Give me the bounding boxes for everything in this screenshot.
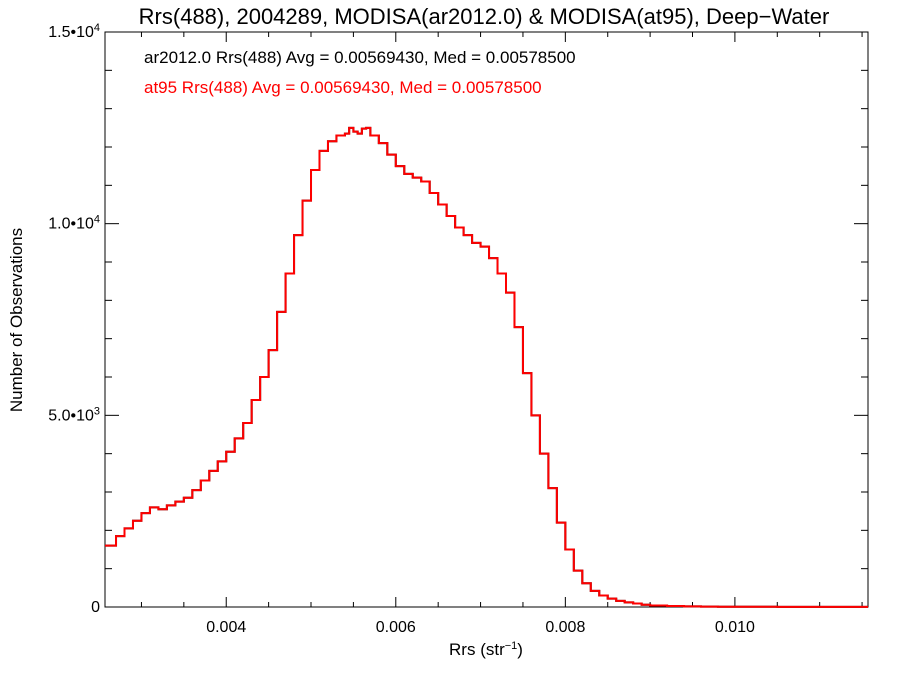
x-tick-label: 0.010 — [715, 619, 755, 636]
x-axis-label: Rrs (str−1) — [449, 640, 523, 659]
x-tick-label: 0.004 — [206, 619, 246, 636]
plot-frame — [104, 31, 869, 608]
x-tick-label: 0.008 — [545, 619, 585, 636]
y-tick-label: 5.0•103 — [48, 405, 100, 424]
annotation-ar2012: ar2012.0 Rrs(488) Avg = 0.00569430, Med … — [144, 48, 576, 67]
annotation-at95: at95 Rrs(488) Avg = 0.00569430, Med = 0.… — [144, 78, 542, 97]
chart-title: Rrs(488), 2004289, MODISA(ar2012.0) & MO… — [139, 4, 830, 29]
y-tick-label: 1.0•104 — [48, 214, 100, 233]
y-axis-tick-labels: 0 5.0•103 1.0•104 1.5•104 — [48, 22, 100, 616]
x-tick-label: 0.006 — [376, 619, 416, 636]
y-axis-label: Number of Observations — [7, 228, 26, 412]
y-tick-label: 1.5•104 — [48, 22, 100, 41]
series-line-0 — [105, 126, 868, 608]
series-line-1 — [105, 126, 868, 608]
y-axis-ticks — [105, 31, 868, 608]
x-axis-tick-labels: 0.004 0.006 0.008 0.010 — [206, 619, 755, 636]
x-axis-ticks — [140, 32, 863, 607]
y-tick-label: 0 — [91, 599, 100, 616]
series-layer — [105, 126, 868, 608]
